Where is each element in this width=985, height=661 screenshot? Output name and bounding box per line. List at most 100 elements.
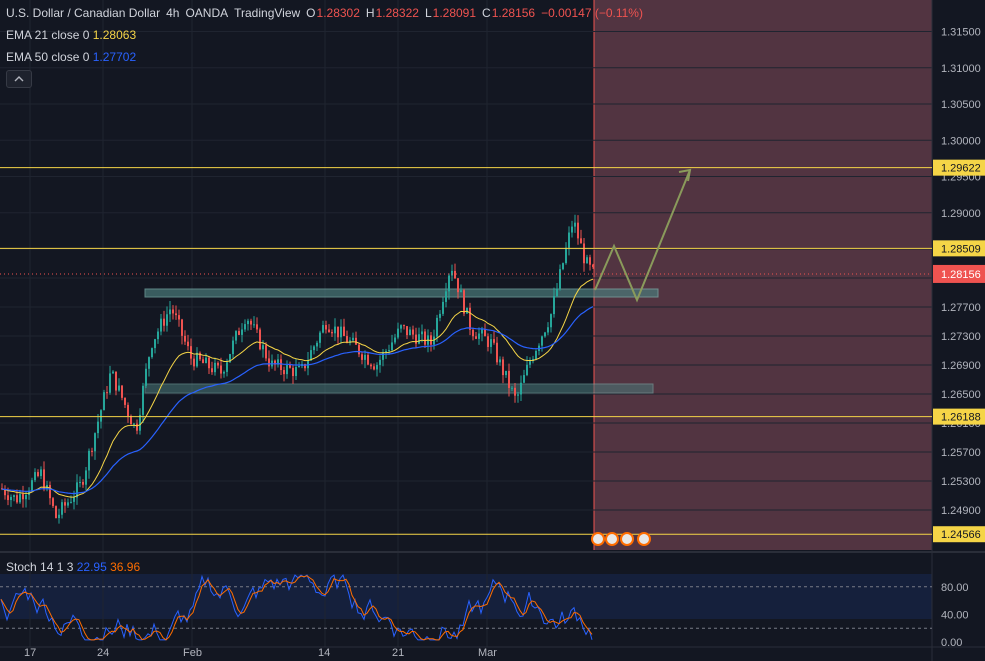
- candle-body: [325, 325, 327, 330]
- stoch-label: Stoch 14 1 3: [6, 560, 74, 574]
- candle-body: [139, 414, 141, 431]
- candle-body: [478, 333, 480, 339]
- candle-body: [76, 482, 78, 498]
- stoch-tick-label: 80.00: [941, 582, 969, 594]
- support-zone: [144, 383, 654, 394]
- candle-body: [493, 339, 495, 343]
- candle-body: [403, 325, 405, 327]
- candle-body: [61, 502, 63, 515]
- low-value: 1.28091: [432, 6, 477, 20]
- candle-body: [454, 270, 456, 279]
- open-label: O: [306, 6, 316, 20]
- time-tick-label: 17: [24, 647, 36, 659]
- candle-body: [511, 387, 513, 389]
- interval-label[interactable]: 4h: [166, 6, 180, 20]
- resistance-zone: [144, 288, 659, 298]
- candle-body: [64, 502, 66, 506]
- change-value: −0.00147 (−0.11%): [541, 6, 643, 20]
- candle-body: [379, 359, 381, 365]
- candle-body: [160, 318, 162, 332]
- stoch-legend[interactable]: Stoch 14 1 3 22.95 36.96: [6, 560, 140, 574]
- price-tick-label: 1.26900: [941, 360, 981, 372]
- ema21-legend[interactable]: EMA 21 close 0 1.28063: [6, 28, 136, 42]
- candle-body: [496, 342, 498, 363]
- candle-body: [172, 309, 174, 314]
- ema50-label: EMA 50 close 0: [6, 50, 90, 64]
- ema21-label: EMA 21 close 0: [6, 28, 90, 42]
- candle-body: [304, 364, 306, 369]
- candle-body: [526, 364, 528, 376]
- price-tick-label: 1.24900: [941, 505, 981, 517]
- candle-body: [334, 326, 336, 334]
- time-tick-label: Feb: [183, 647, 202, 659]
- candle-body: [517, 394, 519, 396]
- candle-body: [484, 329, 486, 337]
- candle-body: [238, 331, 240, 335]
- candle-body: [586, 257, 588, 264]
- candle-body: [442, 301, 444, 314]
- candle-body: [328, 329, 330, 333]
- candle-body: [370, 364, 372, 367]
- stoch-d-line: [0, 575, 593, 641]
- candle-body: [451, 270, 453, 276]
- event-flag-icon: [591, 532, 605, 546]
- candle-body: [412, 329, 414, 335]
- current-price-tag: [933, 264, 985, 283]
- candle-body: [145, 368, 147, 386]
- candle-body: [100, 410, 102, 422]
- candles: [1, 214, 594, 524]
- candle-body: [397, 328, 399, 338]
- candle-body: [7, 495, 9, 501]
- collapse-legend-button[interactable]: [6, 70, 32, 88]
- candle-body: [106, 392, 108, 394]
- candle-body: [361, 354, 363, 360]
- level-price-label: 1.24566: [941, 529, 981, 541]
- candle-body: [55, 506, 57, 519]
- high-label: H: [365, 6, 375, 20]
- candle-body: [157, 331, 159, 340]
- candle-body: [358, 344, 360, 355]
- candle-body: [85, 470, 87, 485]
- candle-body: [583, 243, 585, 264]
- candle-body: [211, 368, 213, 373]
- candle-body: [49, 485, 51, 499]
- level-price-label: 1.26188: [941, 412, 981, 424]
- candle-body: [199, 352, 201, 360]
- close-label: C: [482, 6, 491, 20]
- candle-body: [406, 326, 408, 336]
- candle-body: [580, 238, 582, 244]
- candle-body: [256, 324, 258, 330]
- candle-body: [424, 331, 426, 345]
- candle-body: [118, 385, 120, 391]
- candle-body: [151, 348, 153, 358]
- candle-body: [382, 352, 384, 360]
- symbol-name[interactable]: U.S. Dollar / Canadian Dollar: [6, 6, 161, 20]
- candle-body: [208, 357, 210, 369]
- grid-lines: [0, 0, 932, 647]
- candle-body: [289, 364, 291, 368]
- candle-body: [541, 336, 543, 346]
- candle-body: [352, 337, 354, 341]
- candle-body: [313, 346, 315, 351]
- candle-body: [25, 495, 27, 500]
- candle-body: [559, 269, 561, 289]
- candle-body: [187, 341, 189, 347]
- candle-body: [298, 365, 300, 367]
- broker-label: OANDA: [185, 6, 229, 20]
- candle-body: [112, 371, 114, 374]
- ema50-legend[interactable]: EMA 50 close 0 1.27702: [6, 50, 136, 64]
- price-tick-label: 1.25700: [941, 447, 981, 459]
- candle-body: [40, 469, 42, 477]
- candle-body: [13, 495, 15, 497]
- candle-body: [550, 314, 552, 328]
- level-price-label: 1.29622: [941, 163, 981, 175]
- candle-body: [535, 350, 537, 360]
- candle-body: [367, 354, 369, 365]
- candle-body: [346, 336, 348, 343]
- candle-body: [475, 336, 477, 339]
- price-tick-label: 1.31500: [941, 27, 981, 39]
- ema50-value: 1.27702: [92, 50, 137, 64]
- candle-body: [457, 278, 459, 293]
- candle-body: [265, 345, 267, 359]
